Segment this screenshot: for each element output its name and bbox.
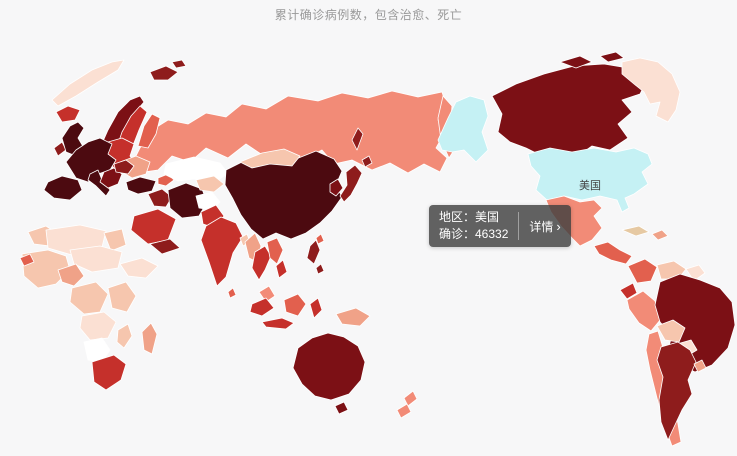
region-japan-hokkaido[interactable]: [361, 155, 373, 168]
region-arctic-islands[interactable]: [559, 55, 593, 69]
region-borneo[interactable]: [283, 293, 307, 317]
region-indochina[interactable]: [266, 237, 284, 265]
region-senegal[interactable]: [19, 253, 35, 267]
region-cuba[interactable]: [621, 225, 650, 237]
region-bolivia[interactable]: [656, 319, 686, 343]
region-new-guinea[interactable]: [335, 307, 371, 327]
region-greenland-east[interactable]: [621, 57, 681, 123]
tooltip-info: 地区：美国 确诊：46332: [429, 205, 518, 247]
region-canada[interactable]: [491, 63, 649, 157]
region-central-america[interactable]: [593, 241, 633, 265]
region-iberia[interactable]: [43, 175, 83, 201]
region-japan[interactable]: [339, 164, 363, 203]
chevron-right-icon: ›: [556, 218, 561, 234]
tooltip-confirmed-line: 确诊：46332: [439, 227, 509, 241]
region-horn-of-africa[interactable]: [119, 257, 159, 279]
region-romania[interactable]: [113, 159, 135, 175]
region-greenland-west[interactable]: [51, 59, 125, 107]
tooltip-divider: [518, 212, 520, 240]
region-usa[interactable]: [527, 147, 653, 213]
region-alaska[interactable]: [437, 95, 489, 163]
region-korea[interactable]: [329, 178, 344, 197]
tooltip-region-line: 地区：美国: [439, 210, 500, 224]
region-russia[interactable]: [132, 90, 448, 174]
region-yemen-oman[interactable]: [149, 238, 181, 255]
region-peru[interactable]: [626, 290, 662, 332]
region-china[interactable]: [224, 150, 343, 240]
region-italy[interactable]: [87, 169, 111, 197]
region-congo[interactable]: [69, 281, 109, 315]
region-svalbard-2[interactable]: [171, 59, 187, 69]
region-java[interactable]: [261, 317, 295, 330]
region-sumatra[interactable]: [249, 297, 275, 317]
tooltip-detail-link[interactable]: 详情 ›: [519, 218, 570, 235]
region-iceland[interactable]: [55, 105, 81, 123]
region-madagascar[interactable]: [141, 322, 158, 355]
usa-region-label: 美国: [579, 179, 601, 192]
region-finland[interactable]: [137, 113, 161, 149]
region-thailand[interactable]: [251, 245, 272, 281]
region-turkey[interactable]: [125, 176, 157, 195]
region-arctic-islands-2[interactable]: [599, 51, 625, 63]
region-mongolia[interactable]: [239, 148, 301, 169]
region-philippines[interactable]: [306, 239, 321, 265]
region-sahel-sudan[interactable]: [69, 245, 123, 273]
region-angola-zambia[interactable]: [79, 311, 117, 341]
region-nigeria[interactable]: [57, 263, 85, 287]
region-uk[interactable]: [61, 121, 85, 157]
region-east-africa[interactable]: [107, 281, 137, 313]
region-vietnam-south[interactable]: [275, 259, 288, 279]
region-taiwan[interactable]: [315, 233, 325, 245]
region-new-zealand-north[interactable]: [403, 390, 418, 407]
region-australia[interactable]: [292, 332, 366, 401]
region-balkans[interactable]: [99, 167, 123, 189]
region-argentina[interactable]: [656, 341, 697, 441]
region-central-asia[interactable]: [195, 175, 225, 193]
region-colombia[interactable]: [627, 258, 658, 284]
region-tasmania[interactable]: [334, 401, 349, 415]
region-mozambique[interactable]: [116, 323, 133, 349]
tooltip-detail-label: 详情: [529, 219, 554, 234]
region-egypt[interactable]: [103, 228, 127, 252]
region-ecuador[interactable]: [619, 282, 638, 300]
region-south-africa[interactable]: [91, 354, 127, 391]
region-sri-lanka[interactable]: [227, 287, 237, 299]
region-west-europe[interactable]: [65, 137, 117, 183]
region-namibia-botswana[interactable]: [83, 337, 111, 363]
map-tooltip: 地区：美国 确诊：46332 详情 ›: [429, 205, 571, 247]
region-svalbard[interactable]: [149, 65, 179, 81]
region-sakhalin[interactable]: [351, 127, 364, 151]
region-sulawesi[interactable]: [309, 297, 323, 319]
region-uruguay[interactable]: [693, 359, 707, 373]
page-title: 累计确诊病例数，包含治愈、死亡: [274, 8, 463, 22]
region-saudi[interactable]: [130, 208, 177, 245]
region-philippines-south[interactable]: [315, 263, 325, 275]
region-hispaniola[interactable]: [651, 229, 669, 241]
region-india[interactable]: [200, 216, 244, 287]
region-new-zealand-south[interactable]: [396, 403, 412, 419]
